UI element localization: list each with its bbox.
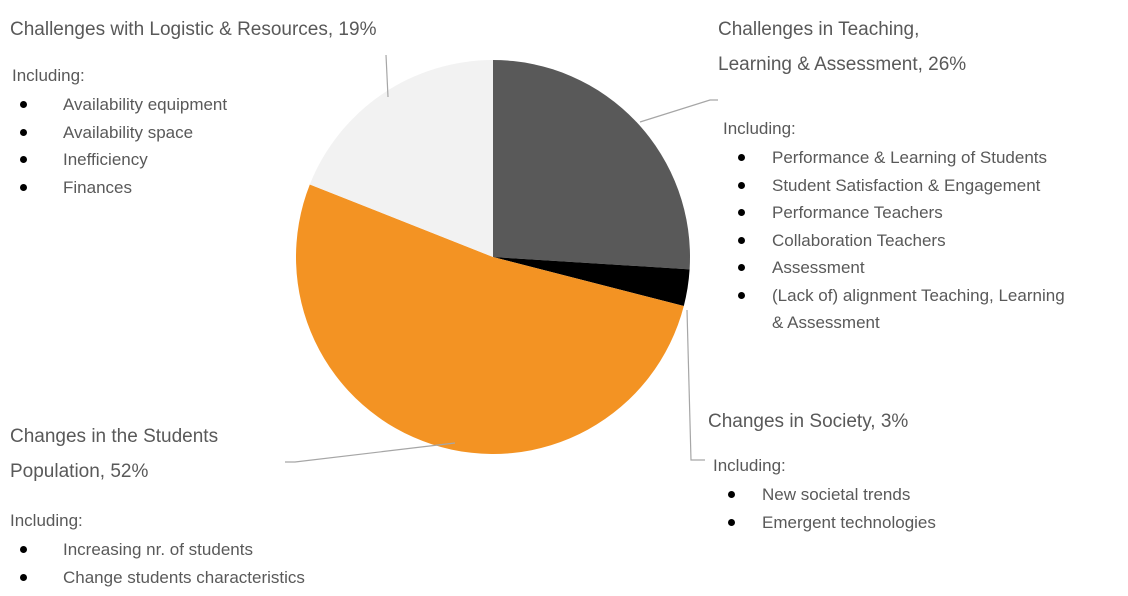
leader-lines: [285, 54, 718, 463]
detail-item: Increasing nr. of students: [10, 536, 463, 564]
pie-slice: [309, 60, 493, 257]
detail-block: Including: Availability equipment Availabi…: [12, 63, 363, 201]
slice-label: Challenges in Teaching, Learning & Asses…: [718, 19, 967, 75]
detail-item: Availability space: [12, 119, 363, 147]
detail-item: Collaboration Teachers: [723, 227, 1072, 255]
leader-line: [686, 309, 705, 461]
pie-slice: [493, 60, 690, 270]
detail-item: Change students characteristics: [10, 564, 463, 592]
pie-slice: [493, 257, 690, 306]
detail-heading: Including:: [713, 456, 786, 475]
detail-item: Emergent technologies: [713, 509, 1062, 537]
detail-item: Assessment: [723, 254, 1072, 282]
detail-item: New societal trends: [713, 481, 1062, 509]
detail-block: Including: Performance & Learning of Stud…: [723, 116, 1072, 337]
slice-label: Challenges with Logistic & Resources, 19…: [10, 19, 377, 40]
slice-label: Changes in Society, 3%: [708, 411, 909, 432]
detail-block: Including: New societal trends Emergent te…: [713, 453, 1062, 536]
detail-item: Finances: [12, 174, 363, 202]
detail-heading: Including:: [12, 66, 85, 85]
leader-line: [639, 99, 718, 123]
pie-slice: [296, 184, 684, 454]
detail-block: Including: Increasing nr. of students Chan…: [10, 508, 463, 591]
detail-item: (Lack of) alignment Teaching, Learning &…: [723, 282, 1072, 337]
detail-item: Student Satisfaction & Engagement: [723, 172, 1072, 200]
detail-heading: Including:: [723, 119, 796, 138]
detail-heading: Including:: [10, 511, 83, 530]
pie: [296, 60, 690, 454]
detail-item: Performance Teachers: [723, 199, 1072, 227]
leader-line: [285, 442, 456, 463]
detail-item: Performance & Learning of Students: [723, 144, 1072, 172]
leader-line: [385, 54, 389, 98]
detail-item: Availability equipment: [12, 91, 363, 119]
slice-label: Changes in the Students Population, 52%: [10, 426, 219, 482]
detail-item: Inefficiency: [12, 146, 363, 174]
